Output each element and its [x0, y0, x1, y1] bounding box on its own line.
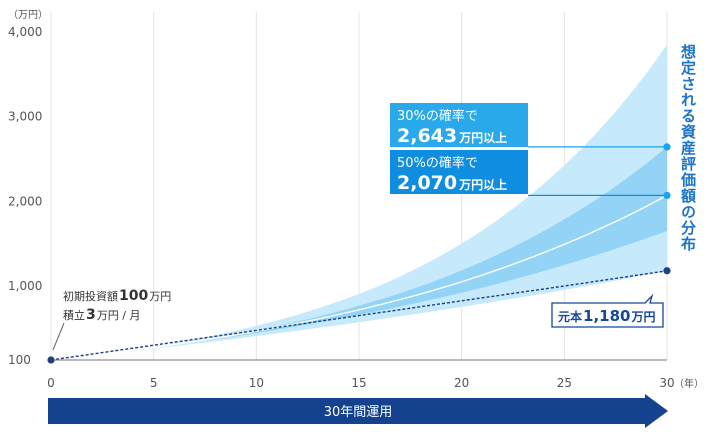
x-tick-30: 30	[659, 376, 674, 390]
principal-value: 1,180	[583, 307, 630, 325]
period-arrow: 30年間運用	[48, 394, 668, 428]
x-tick-25: 25	[557, 376, 572, 390]
p50-unit: 万円以上	[458, 177, 507, 192]
principal-callout-bubble	[551, 293, 664, 328]
x-tick-10: 10	[249, 376, 264, 390]
period-arrow-shape	[48, 394, 668, 428]
y-tick-1000: 1,000	[8, 279, 42, 293]
y-tick-labels: 100 1,000 2,000 3,000 4,000	[8, 25, 42, 367]
initial-line1-prefix: 初期投資額	[63, 289, 118, 303]
period-label: 30年間運用	[324, 405, 393, 420]
bands	[50, 44, 668, 361]
initial-line1: 初期投資額100万円	[63, 288, 171, 304]
p30-value: 2,643	[397, 125, 457, 147]
y-tick-4000: 4,000	[8, 25, 42, 39]
x-tick-20: 20	[454, 376, 469, 390]
initial-line2: 積立3万円 / 月	[63, 307, 140, 323]
principal-unit: 万円	[630, 310, 655, 324]
inner-distribution-band	[51, 146, 667, 360]
p30-callout: 30%の確率で 2,643 万円以上	[390, 103, 528, 147]
start-dot	[47, 356, 55, 364]
initial-note-leader	[52, 322, 65, 351]
p30-line1: 30%の確率で	[397, 108, 478, 124]
principal-line	[50, 270, 668, 361]
x-tick-labels: 0 5 10 15 20 25 30	[47, 376, 674, 390]
p50-line2: 2,070 万円以上	[397, 172, 507, 194]
initial-line2-unit: 万円 / 月	[97, 309, 141, 322]
principal-callout: 元本1,180万円	[551, 293, 664, 328]
initial-note: 初期投資額100万円 積立3万円 / 月	[52, 288, 171, 351]
y-tick-2000: 2,000	[8, 194, 42, 208]
principal-label: 元本1,180万円	[558, 307, 655, 325]
initial-line1-value: 100	[119, 288, 148, 304]
x-unit-label: （年）	[674, 377, 704, 390]
y-unit-label: （万円）	[8, 9, 48, 21]
x-tick-0: 0	[47, 376, 55, 390]
p30-box	[390, 103, 528, 147]
p50-line1: 50%の確率で	[397, 155, 478, 171]
initial-line2-prefix: 積立	[63, 308, 85, 322]
y-tick-3000: 3,000	[8, 110, 42, 124]
p50-value: 2,070	[397, 172, 457, 194]
initial-line1-unit: 万円	[149, 290, 171, 303]
principal-prefix: 元本	[558, 309, 582, 324]
p30-line2: 2,643 万円以上	[397, 125, 507, 147]
x-tick-5: 5	[150, 376, 158, 390]
p50-callout: 50%の確率で 2,070 万円以上	[390, 150, 528, 194]
median-line	[50, 194, 668, 361]
p50-end-dot	[663, 191, 671, 200]
y-tick-100: 100	[8, 353, 31, 367]
principal-end-dot	[663, 267, 671, 275]
vertical-title: 想定される資産評価額の分布	[679, 43, 697, 252]
p30-end-dot	[663, 143, 671, 151]
outer-distribution-band	[51, 44, 667, 360]
p50-box	[390, 150, 528, 194]
x-tick-15: 15	[351, 376, 366, 390]
initial-line2-value: 3	[86, 307, 96, 323]
p30-unit: 万円以上	[458, 130, 507, 145]
